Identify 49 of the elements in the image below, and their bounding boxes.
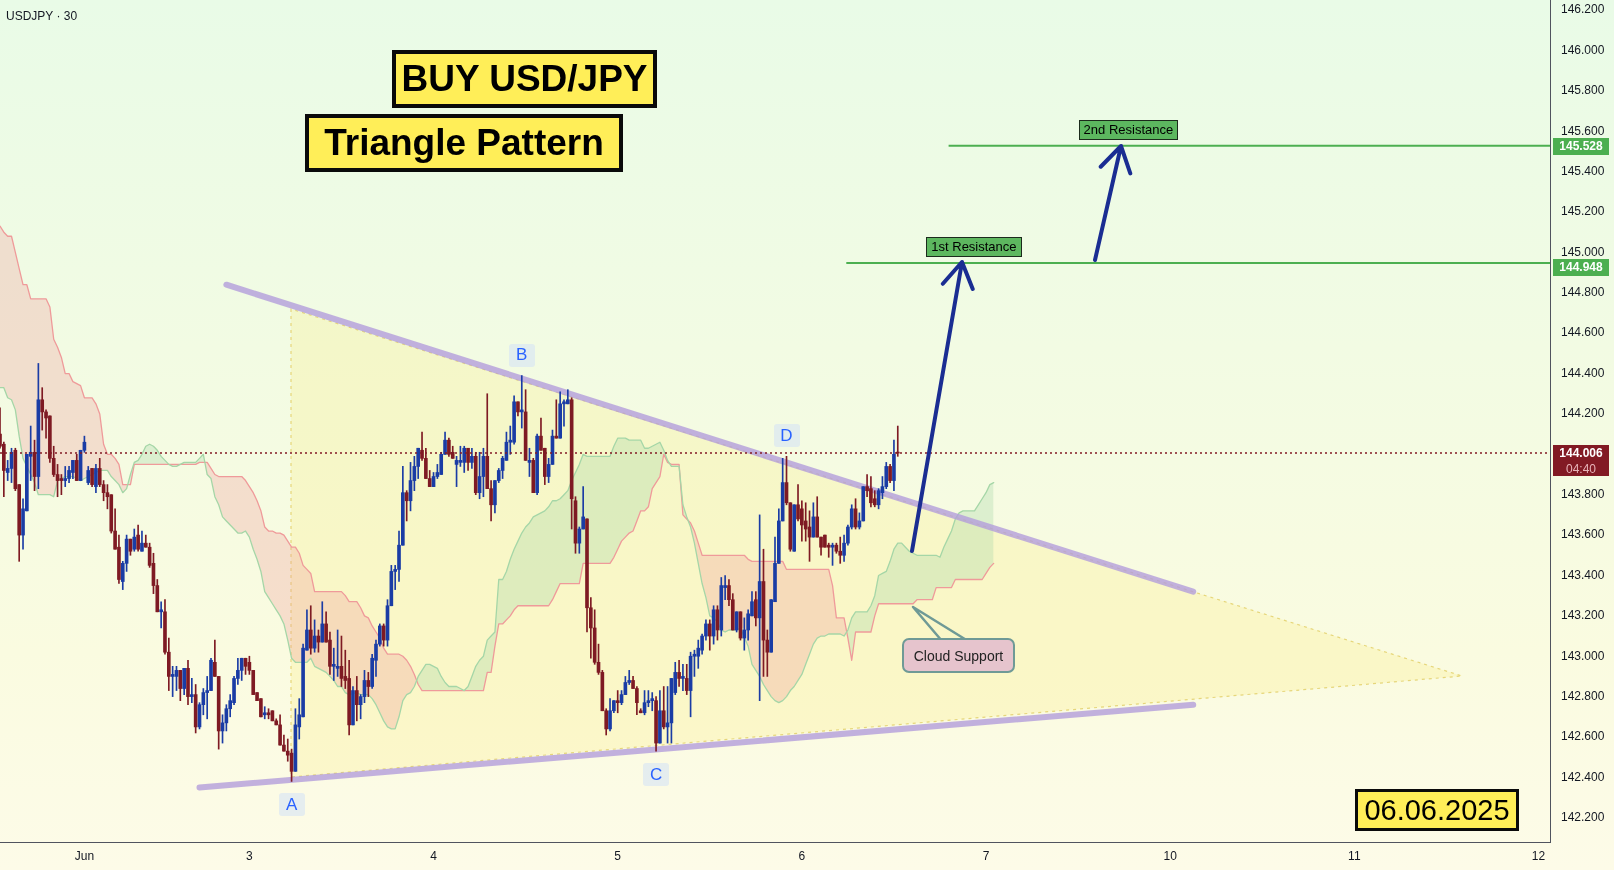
y-tick-label: 144.600 [1561, 325, 1605, 340]
y-tick-label: 142.600 [1561, 729, 1605, 744]
y-tick-label: 142.800 [1561, 688, 1605, 703]
x-tick-label: 6 [798, 848, 806, 863]
y-tick-label: 146.000 [1561, 42, 1605, 57]
x-tick-label: 10 [1163, 848, 1178, 863]
y-tick-label: 144.800 [1561, 285, 1605, 300]
annotation: USDJPY · 30 [6, 9, 78, 23]
ref-line-label: 2nd Resistance [1083, 122, 1174, 138]
annotation: Cloud Support [913, 647, 1004, 664]
y-tick-label: 144.948 [1559, 260, 1603, 275]
ref-line-label: 1st Resistance [931, 239, 1017, 255]
y-tick-label: 145.400 [1561, 163, 1605, 178]
candlestick [159, 601, 163, 629]
y-tick-label: 143.200 [1561, 608, 1605, 623]
text: Triangle Pattern [324, 122, 604, 164]
annotation: D [780, 425, 793, 446]
x-tick-label: 5 [614, 848, 622, 863]
y-tick-label: 146.200 [1561, 2, 1605, 17]
x-tick-label: 7 [982, 848, 990, 863]
x-tick-label: Jun [74, 848, 95, 863]
y-tick-label: 143.000 [1561, 648, 1605, 663]
x-tick-label: 12 [1531, 848, 1546, 863]
text: 04:40 [1565, 461, 1597, 476]
text: BUY USD/JPY [401, 58, 648, 100]
y-tick-label: 143.800 [1561, 487, 1605, 502]
y-tick-label: 145.200 [1561, 204, 1605, 219]
y-tick-label: 145.000 [1561, 244, 1605, 259]
candlestick [650, 692, 655, 712]
candlestick [190, 678, 194, 704]
y-tick-label: 143.400 [1561, 567, 1605, 582]
y-tick-label: 145.600 [1561, 123, 1605, 138]
x-tick-label: 4 [430, 848, 438, 863]
y-tick-label: 145.800 [1561, 83, 1605, 98]
annotation: 06.06.2025 [1364, 793, 1510, 827]
x-tick-label: 3 [246, 848, 254, 863]
y-tick-label: 142.400 [1561, 769, 1605, 784]
annotation: C [649, 764, 663, 785]
y-tick-label: 144.006 [1559, 446, 1603, 461]
y-tick-label: 142.200 [1561, 810, 1605, 825]
y-tick-label: 143.600 [1561, 527, 1605, 542]
candlestick [681, 663, 685, 691]
y-tick-label: 144.200 [1561, 406, 1605, 421]
annotation: B [516, 345, 528, 366]
y-tick-label: 144.400 [1561, 365, 1605, 380]
candlestick [262, 706, 267, 720]
annotation: A [285, 794, 298, 815]
y-tick-label: 145.528 [1559, 139, 1603, 154]
x-tick-label: 11 [1348, 848, 1361, 863]
